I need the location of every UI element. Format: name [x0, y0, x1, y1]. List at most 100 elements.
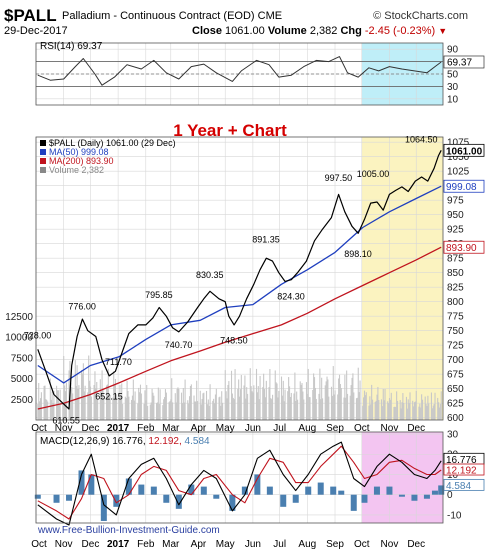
volume-bar: [144, 390, 146, 420]
volume-bar: [82, 363, 84, 420]
price-tick-label: 1025: [447, 167, 470, 178]
volume-bar: [143, 403, 145, 420]
volume-bar: [440, 391, 442, 420]
chg-label: Chg: [340, 25, 362, 37]
macd-histogram-bar: [88, 474, 95, 495]
volume-bar: [201, 398, 203, 420]
volume-bar: [238, 379, 240, 420]
legend-swatch: [40, 158, 46, 164]
volume-bar: [40, 392, 42, 420]
x-axis-label: May: [216, 423, 235, 434]
volume-bar: [283, 401, 285, 420]
volume-bar: [247, 393, 249, 420]
volume-bar: [87, 392, 89, 420]
volume-bar: [213, 398, 215, 420]
volume-bar: [426, 406, 428, 420]
volume-bar: [118, 398, 120, 420]
x-axis-label: Mar: [162, 539, 180, 550]
rsi-legend: RSI(14) 69.37: [40, 41, 103, 52]
volume-bar: [189, 385, 192, 420]
x-axis-label: Jun: [245, 423, 261, 434]
volume-bar: [74, 360, 76, 420]
legend-entry: MA(50) 999.08: [49, 147, 109, 157]
macd-histogram-bar: [34, 494, 41, 499]
volume-bar: [253, 385, 255, 420]
volume-bar: [155, 403, 158, 420]
provider-credit[interactable]: © StockCharts.com: [373, 10, 468, 22]
price-annotation: 740.70: [165, 340, 193, 350]
volume-bar: [421, 394, 423, 420]
last-price-label-box: [443, 143, 485, 157]
volume-bar: [288, 377, 290, 420]
volume-bar: [108, 395, 110, 420]
price-annotation: 1005.00: [357, 169, 390, 179]
volume-bar: [299, 381, 301, 420]
volume-bar: [433, 404, 435, 420]
volume-bar: [196, 380, 198, 420]
macd-histogram-bar: [138, 484, 145, 495]
volume-bar: [395, 406, 397, 420]
macd-histogram-bar: [373, 486, 380, 495]
volume-bar: [193, 395, 195, 420]
rsi-tick-label: 30: [447, 82, 459, 93]
volume-bar: [284, 389, 286, 420]
volume-bar: [428, 403, 430, 420]
rsi-current-box: [443, 55, 485, 69]
volume-bar: [252, 392, 254, 420]
volume-bar: [250, 386, 252, 420]
volume-bar: [62, 403, 64, 420]
volume-bar: [308, 396, 310, 420]
volume-bar: [338, 378, 340, 420]
macd-histogram-bar: [361, 494, 368, 503]
volume-bar: [112, 397, 114, 420]
volume-bar: [245, 398, 247, 420]
volume-bar: [183, 402, 185, 420]
x-axis-label: Dec: [407, 423, 425, 434]
volume-bar: [96, 381, 98, 420]
volume-bar: [94, 371, 96, 420]
volume-bar: [93, 385, 95, 420]
volume-bar: [359, 380, 361, 420]
volume-bar: [218, 397, 220, 420]
volume-bar: [145, 400, 147, 420]
quote-date: 29-Dec-2017: [4, 25, 68, 37]
ma200-value-label-box: [443, 240, 485, 254]
volume-bar: [113, 371, 115, 420]
macd-histogram-bar: [292, 494, 299, 503]
volume-bar: [226, 398, 228, 420]
price-highlight-band: [361, 137, 443, 420]
volume-bar: [209, 384, 211, 420]
volume-bar: [322, 398, 324, 420]
x-axis-label: Dec: [82, 539, 100, 550]
volume-bar: [356, 397, 358, 420]
volume-bar: [272, 394, 274, 420]
x-axis-label: Jun: [245, 539, 261, 550]
volume-bar: [345, 397, 347, 420]
volume-bar: [89, 386, 92, 420]
volume-bar: [207, 399, 209, 420]
legend-entry: MA(200) 893.90: [49, 156, 114, 166]
price-tick-label: 775: [447, 312, 464, 323]
volume-bar: [84, 385, 86, 420]
volume-bar: [81, 370, 83, 420]
x-axis-label: Mar: [162, 423, 180, 434]
macd-histogram-bar: [125, 478, 132, 495]
volume-bar: [171, 378, 173, 420]
volume-bar: [381, 406, 383, 420]
volume-bar: [371, 399, 374, 420]
x-axis-label: Oct: [31, 423, 47, 434]
volume-bar: [393, 406, 395, 420]
volume-bar: [182, 387, 184, 420]
volume-bar: [177, 387, 179, 420]
volume-bar: [325, 381, 327, 420]
volume-bar: [390, 392, 392, 420]
volume-bar: [425, 403, 427, 420]
x-axis-label: Oct: [31, 539, 47, 550]
volume-bar: [68, 370, 70, 420]
volume-bar: [172, 402, 174, 420]
volume-bar: [106, 384, 109, 420]
histogram-current-label-box: [443, 478, 485, 491]
macd-histogram-bar: [78, 470, 85, 495]
volume-bar: [107, 368, 109, 420]
